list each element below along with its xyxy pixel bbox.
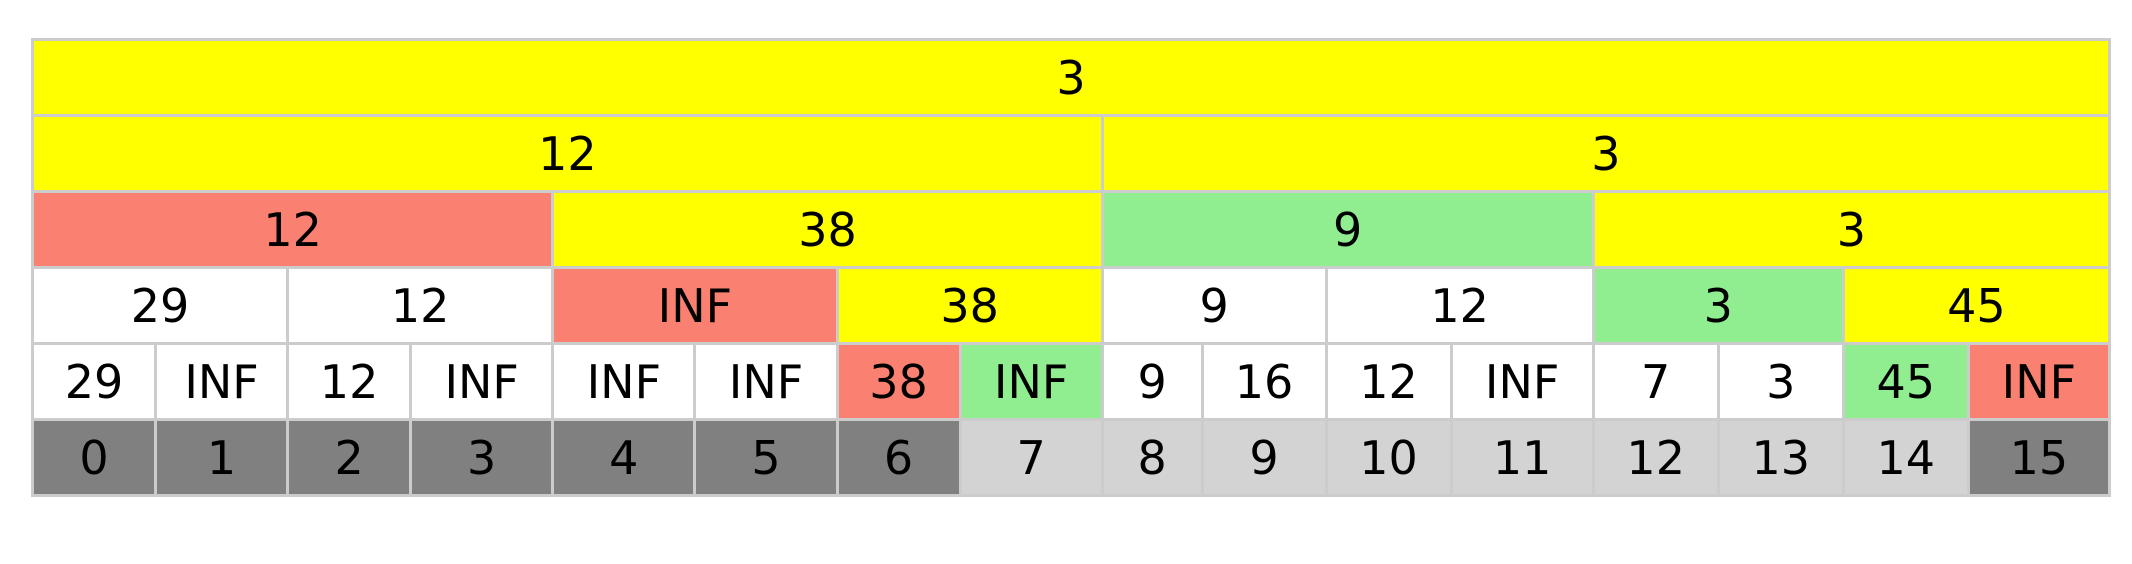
tree-leaf: INF <box>1966 342 2112 421</box>
tree-node: 9 <box>1100 190 1595 269</box>
tree-level-3: 29 12 INF 38 9 12 3 45 <box>30 266 2112 345</box>
tree-level-1: 12 3 <box>31 114 2112 193</box>
tree-level-4-leaves: 29 INF 12 INF INF INF 38 INF 9 16 12 INF… <box>31 342 2112 421</box>
index-cell: 5 <box>693 418 839 497</box>
tree-level-2: 12 38 9 3 <box>30 190 2112 269</box>
tree-leaf: INF <box>1449 342 1595 421</box>
tree-node: 38 <box>551 190 1104 269</box>
tree-leaf: 12 <box>1324 342 1453 421</box>
index-cell: 10 <box>1324 418 1453 497</box>
tree-leaf: INF <box>153 342 290 421</box>
index-cell: 13 <box>1716 418 1845 497</box>
index-cell: 6 <box>835 418 962 497</box>
tree-node: INF <box>551 266 839 345</box>
segment-tree-table: 3 12 3 12 38 9 3 29 12 INF 38 9 12 3 45 … <box>30 38 2112 497</box>
index-cell: 7 <box>958 418 1104 497</box>
tree-node: 12 <box>1324 266 1595 345</box>
tree-leaf: 12 <box>286 342 413 421</box>
tree-node: 45 <box>1841 266 2112 345</box>
index-cell: 8 <box>1100 418 1204 497</box>
tree-node: 12 <box>286 266 555 345</box>
tree-node: 12 <box>31 114 1104 193</box>
tree-leaf: 7 <box>1591 342 1720 421</box>
tree-leaf: 16 <box>1200 342 1328 421</box>
index-cell: 2 <box>286 418 413 497</box>
tree-node: 3 <box>1591 190 2112 269</box>
index-cell: 15 <box>1966 418 2112 497</box>
index-cell: 14 <box>1841 418 1970 497</box>
tree-leaf: INF <box>693 342 839 421</box>
tree-leaf: INF <box>409 342 555 421</box>
index-cell: 11 <box>1449 418 1595 497</box>
tree-leaf: 9 <box>1100 342 1204 421</box>
index-cell: 3 <box>409 418 555 497</box>
tree-node: 29 <box>30 266 290 345</box>
tree-node: 3 <box>1100 114 2112 193</box>
index-cell: 1 <box>153 418 290 497</box>
tree-node-root: 3 <box>31 38 2111 117</box>
index-cell: 0 <box>31 418 157 497</box>
tree-leaf: 38 <box>835 342 962 421</box>
tree-leaf: INF <box>551 342 697 421</box>
tree-node: 3 <box>1591 266 1845 345</box>
tree-leaf: 3 <box>1716 342 1845 421</box>
index-cell: 9 <box>1200 418 1328 497</box>
index-cell: 12 <box>1591 418 1720 497</box>
tree-leaf: INF <box>958 342 1104 421</box>
tree-level-0: 3 <box>31 38 2111 117</box>
tree-leaf: 29 <box>31 342 157 421</box>
tree-node: 38 <box>835 266 1104 345</box>
index-row: 0 1 2 3 4 5 6 7 8 9 10 11 12 13 14 15 <box>31 418 2112 497</box>
index-cell: 4 <box>551 418 697 497</box>
tree-node: 9 <box>1100 266 1328 345</box>
tree-leaf: 45 <box>1841 342 1970 421</box>
tree-node: 12 <box>30 190 555 269</box>
